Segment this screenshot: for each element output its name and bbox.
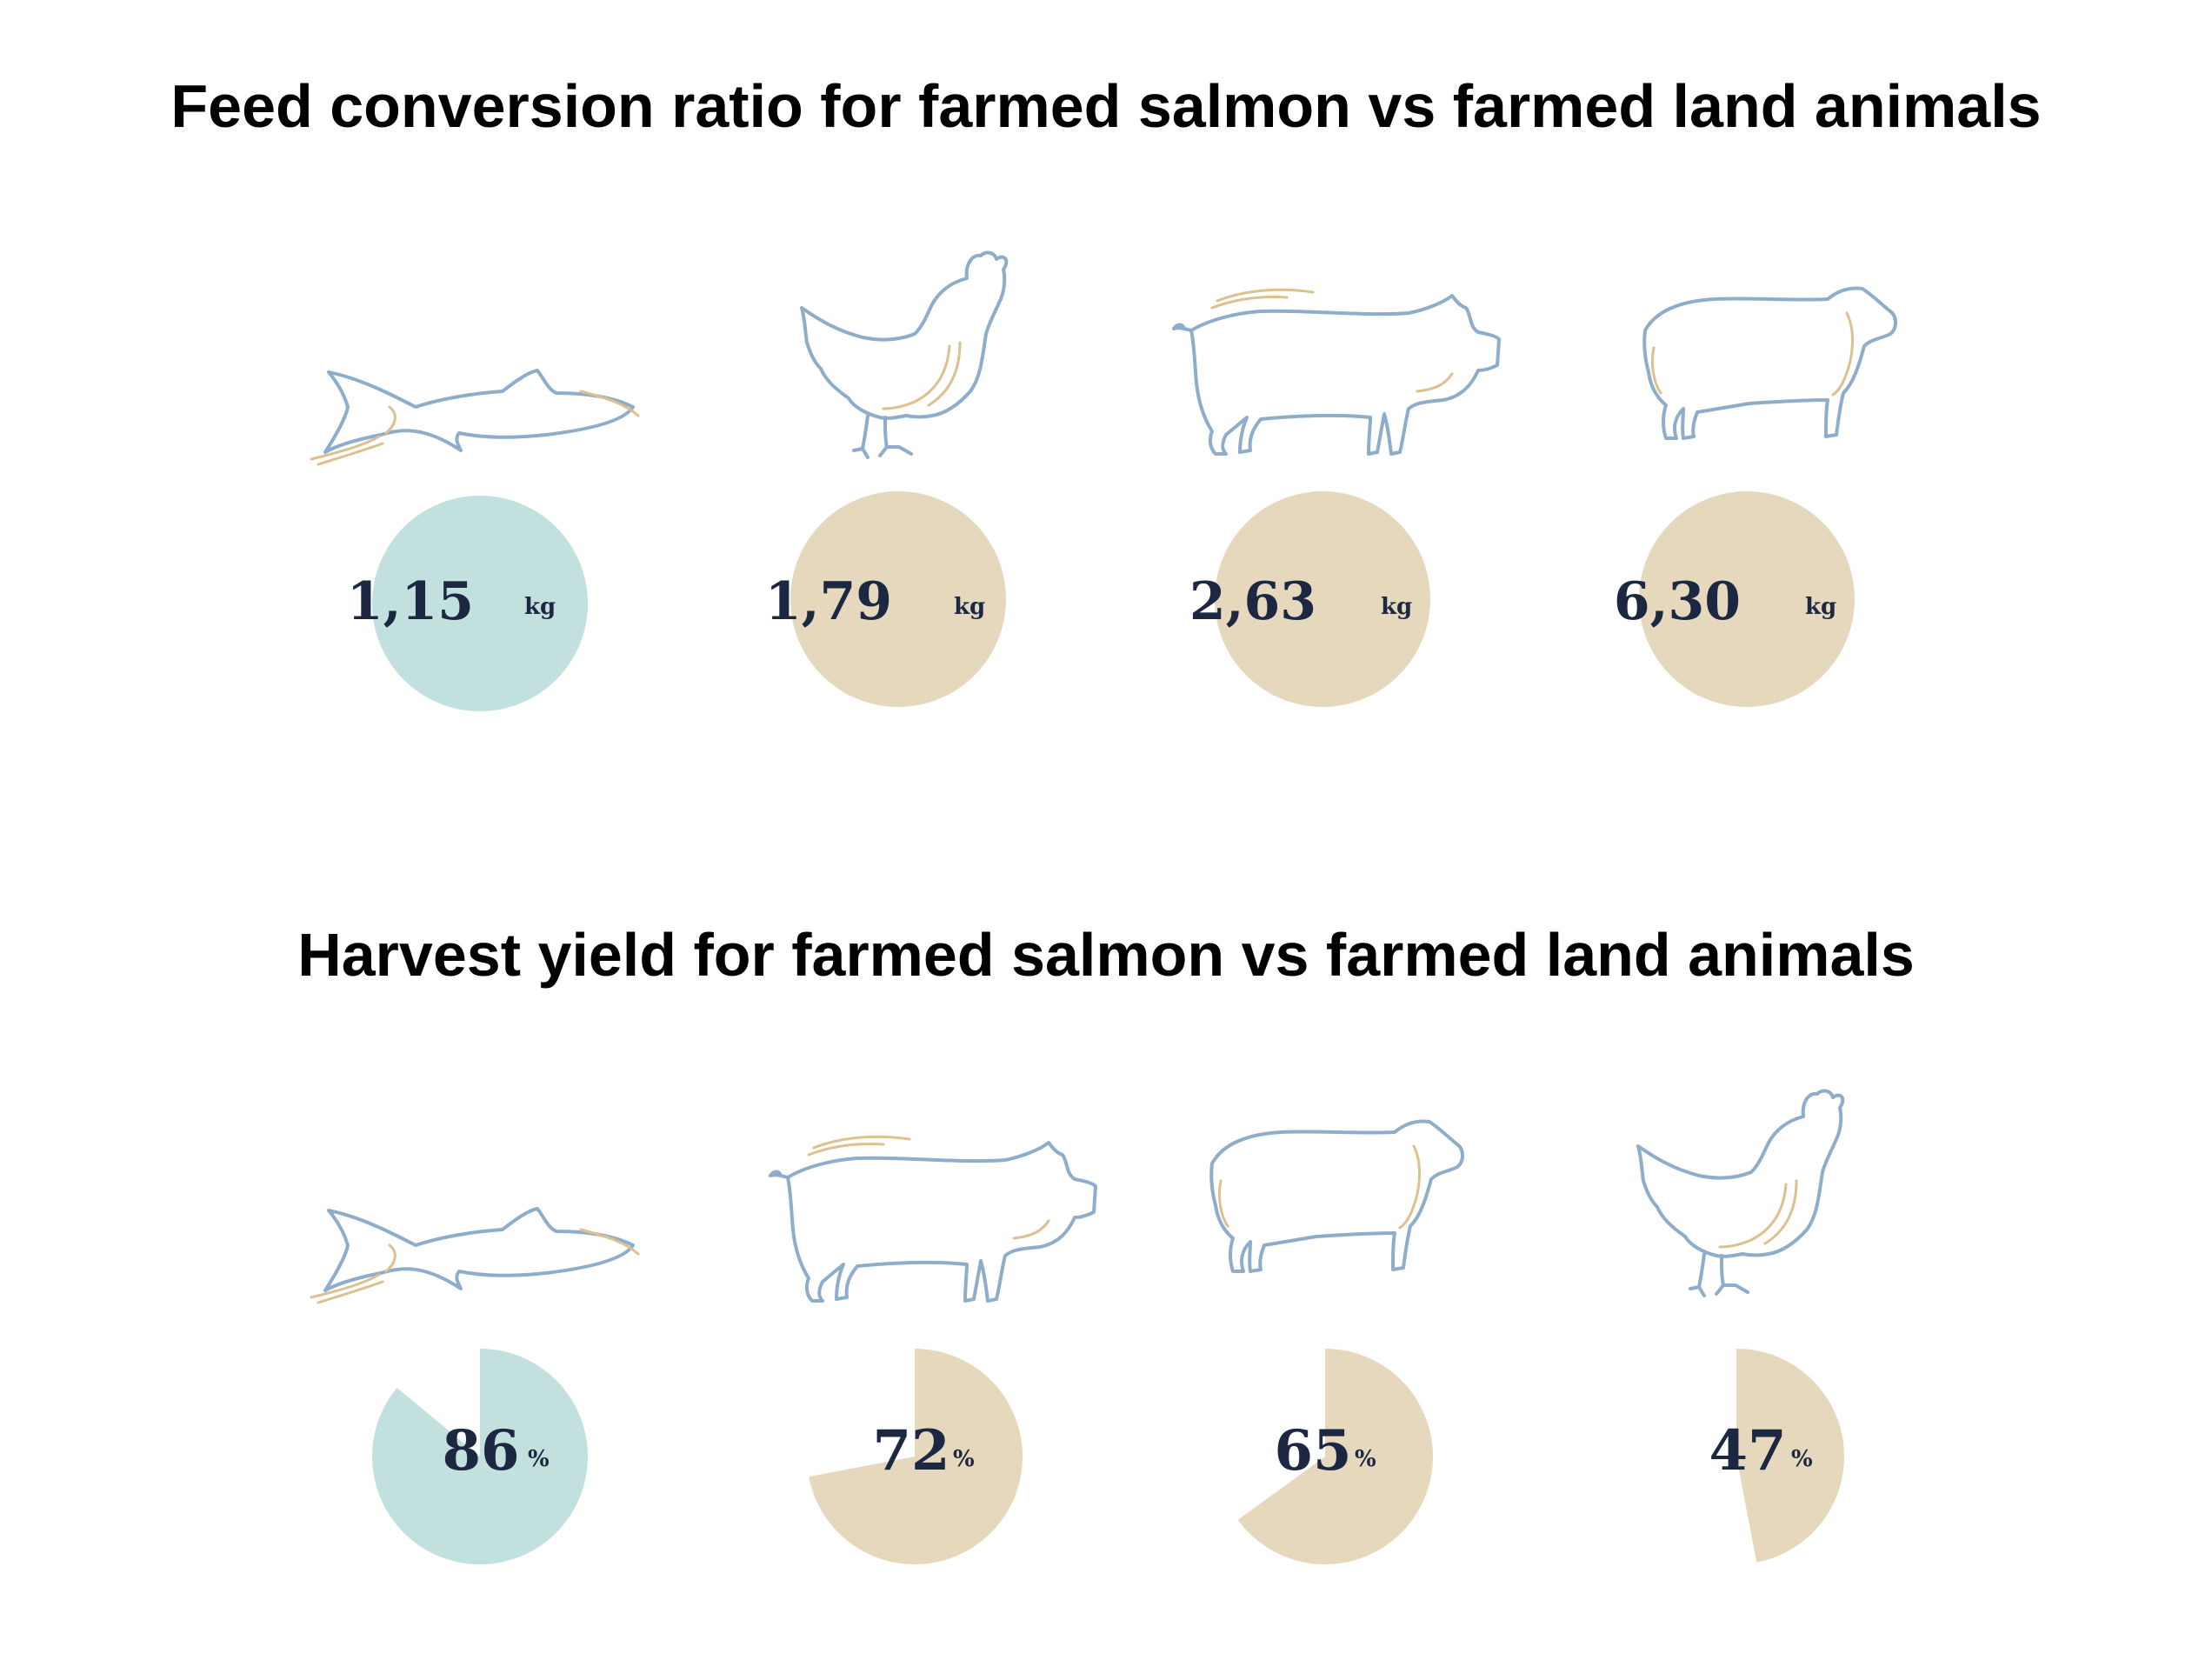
- pig-icon: [1172, 288, 1501, 456]
- yield-value-sheep: 65: [1274, 1418, 1351, 1483]
- yield-unit-pig: %: [953, 1446, 975, 1472]
- chicken-icon-2: [1636, 1089, 1845, 1297]
- fcr-unit-chicken: kg: [954, 594, 985, 620]
- fcr-bubble-pig: [1215, 491, 1430, 707]
- fcr-bubble-sheep: [1639, 491, 1855, 707]
- fcr-value-pig: 2,63: [1189, 571, 1316, 632]
- yield-value-chicken: 47: [1709, 1418, 1786, 1483]
- yield-unit-salmon: %: [528, 1446, 550, 1472]
- fcr-chart-title: Feed conversion ratio for farmed salmon …: [170, 72, 2042, 140]
- fcr-value-salmon: 1,15: [347, 571, 474, 632]
- fcr-unit-pig: kg: [1381, 594, 1412, 620]
- yield-slice-chicken: [1736, 1349, 1844, 1563]
- fcr-value-chicken: 1,79: [765, 571, 892, 632]
- fcr-row: 1,15 kg 1,79 kg 2,63 kg 6,30 kg: [347, 491, 1855, 711]
- pig-icon-2: [769, 1135, 1097, 1303]
- yield-unit-chicken: %: [1791, 1446, 1813, 1472]
- yield-unit-sheep: %: [1355, 1446, 1376, 1472]
- yield-slice-sheep: [1237, 1349, 1433, 1564]
- yield-slice-salmon: [372, 1349, 589, 1565]
- sheep-icon-2: [1209, 1119, 1464, 1273]
- yield-row: 86 % 72 % 65 % 47 %: [372, 1349, 1844, 1565]
- salmon-icon: [310, 369, 640, 466]
- fcr-value-sheep: 6,30: [1614, 571, 1741, 632]
- sheep-icon: [1642, 286, 1897, 440]
- yield-value-salmon: 86: [442, 1418, 519, 1483]
- yield-value-pig: 72: [872, 1418, 949, 1483]
- yield-chart-title: Harvest yield for farmed salmon vs farme…: [297, 921, 1915, 989]
- chicken-icon: [800, 250, 1009, 459]
- fcr-bubble-chicken: [790, 491, 1006, 707]
- fcr-unit-salmon: kg: [524, 594, 556, 620]
- salmon-icon-2: [310, 1207, 640, 1304]
- fcr-bubble-salmon: [372, 496, 588, 711]
- fcr-unit-sheep: kg: [1805, 594, 1836, 620]
- yield-slice-pig: [809, 1349, 1023, 1564]
